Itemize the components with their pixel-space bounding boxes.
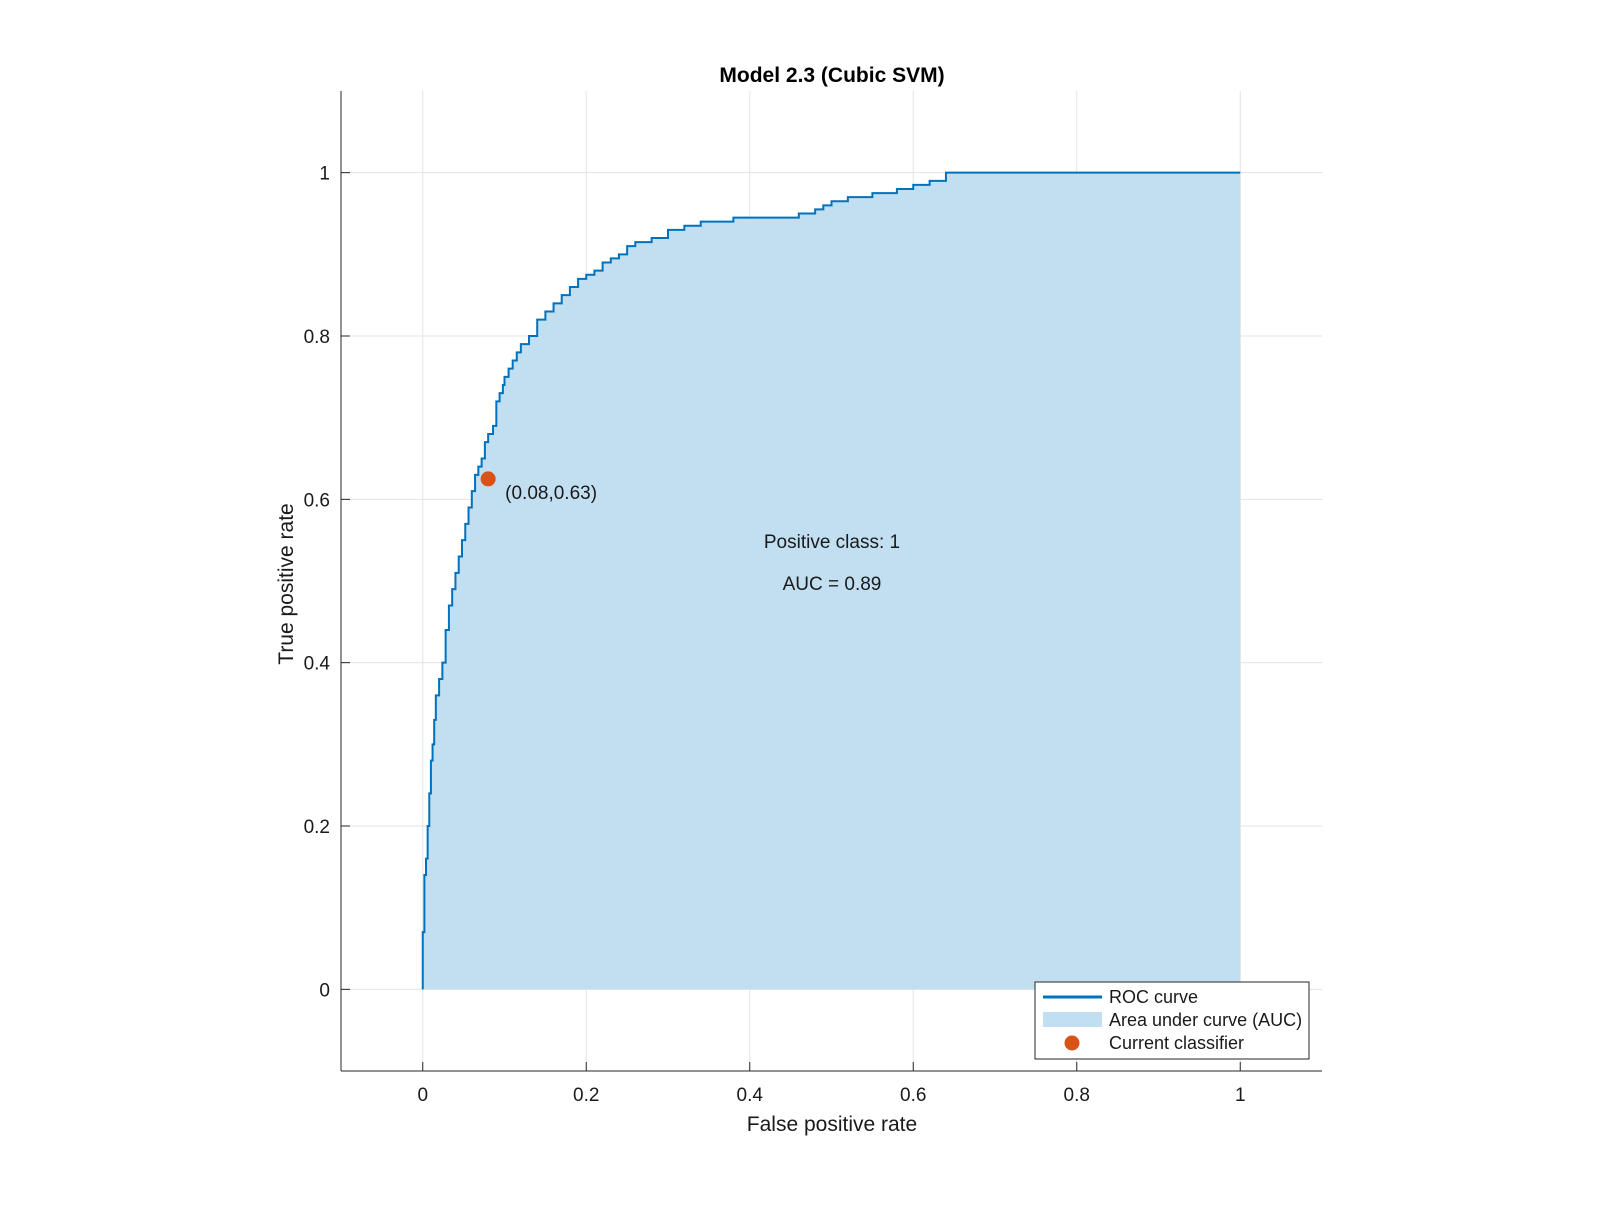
x-tick-label-3: 0.6: [900, 1085, 926, 1106]
legend-classifier-swatch: [1064, 1035, 1080, 1051]
auc-area-layer: [422, 172, 1241, 990]
y-tick-label-1: 0.2: [304, 817, 330, 838]
x-tick-label-5: 1: [1235, 1085, 1246, 1106]
current-classifier-label: (0.08,0.63): [505, 483, 597, 504]
roc-curve: [421, 171, 1241, 990]
current-classifier-point: [480, 471, 496, 487]
auc-annotation: AUC = 0.89: [783, 574, 882, 595]
positive-class-annotation: Positive class: 1: [764, 532, 900, 553]
x-tick-label-0: 0: [417, 1085, 428, 1106]
legend-auc-swatch: [1043, 1012, 1102, 1027]
tick-labels: 0 0.2 0.4 0.6 0.8 1 0 0.2 0.4 0.6 0.8 1: [304, 164, 1246, 1106]
x-tick-label-1: 0.2: [573, 1085, 599, 1106]
auc-area: [422, 172, 1241, 990]
y-tick-label-2: 0.4: [304, 654, 331, 675]
legend: ROC curve Area under curve (AUC) Current…: [1034, 981, 1310, 1060]
roc-curve-layer: [421, 171, 1241, 990]
legend-auc-label: Area under curve (AUC): [1109, 1010, 1302, 1030]
x-tick-label-4: 0.8: [1064, 1085, 1090, 1106]
y-tick-label-5: 1: [319, 164, 330, 185]
y-axis-label: True positive rate: [275, 503, 298, 664]
axes: [340, 91, 1322, 1072]
current-classifier-layer: (0.08,0.63): [480, 471, 597, 504]
y-tick-label-0: 0: [319, 980, 330, 1001]
y-tick-label-3: 0.6: [304, 490, 330, 511]
chart-title: Model 2.3 (Cubic SVM): [719, 64, 944, 87]
x-axis-label: False positive rate: [747, 1113, 917, 1136]
y-tick-label-4: 0.8: [304, 327, 330, 348]
legend-roc-label: ROC curve: [1109, 987, 1198, 1007]
legend-classifier-label: Current classifier: [1109, 1033, 1244, 1053]
x-tick-label-2: 0.4: [737, 1085, 764, 1106]
